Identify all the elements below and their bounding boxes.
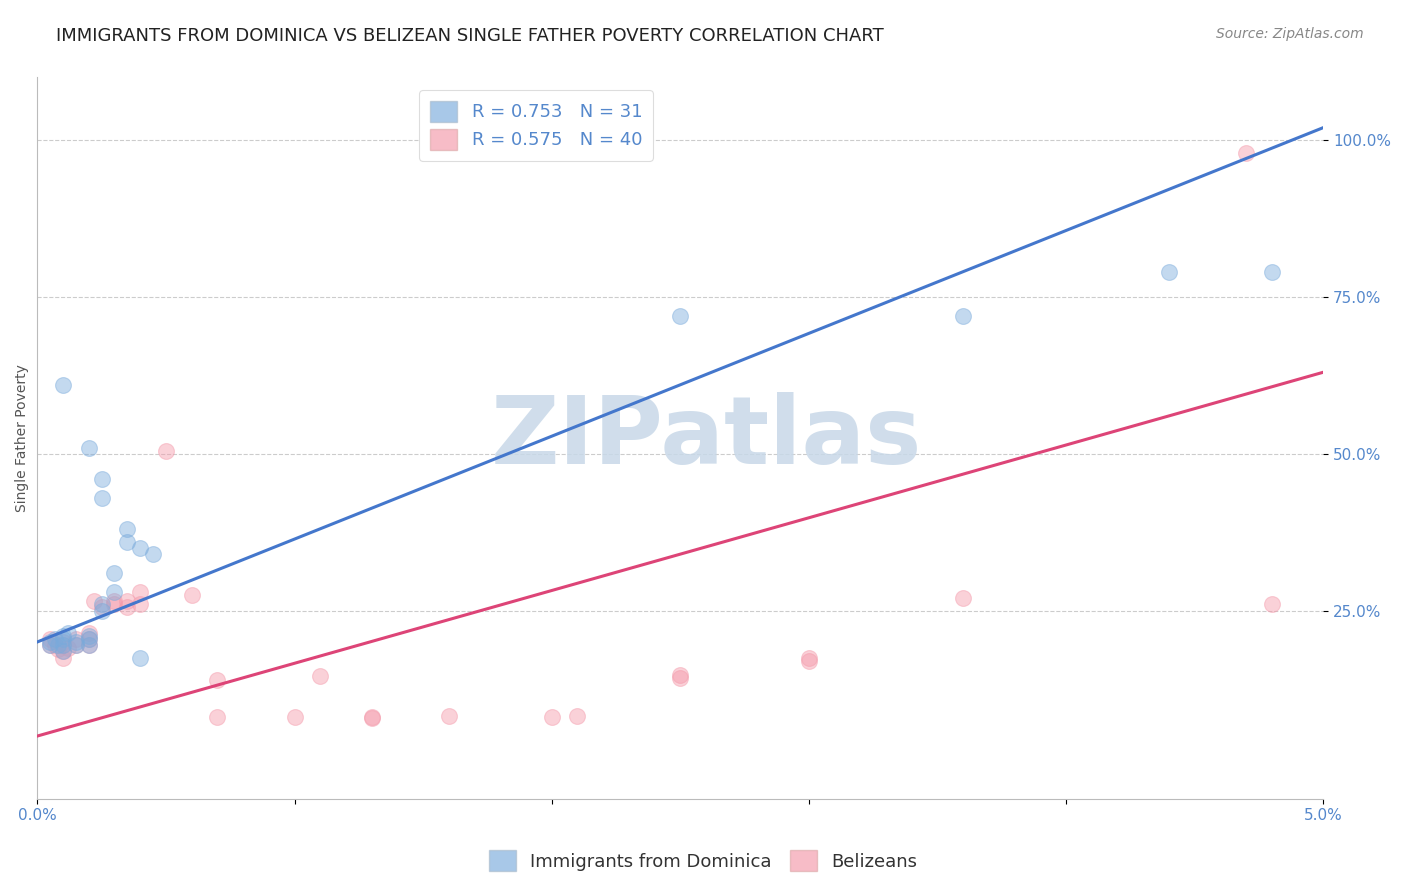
Point [309,669,332,683]
Point [103,566,125,580]
Point [52,638,75,652]
Point [103,597,125,611]
Point [52,638,75,652]
Point [360,710,382,724]
Point [1261,597,1284,611]
Point [52,629,75,643]
Point [52,644,75,658]
Point [180,588,202,602]
Legend: R = 0.753   N = 31, R = 0.575   N = 40: R = 0.753 N = 31, R = 0.575 N = 40 [419,90,654,161]
Point [65,632,87,646]
Point [77,638,100,652]
Legend: Immigrants from Dominica, Belizeans: Immigrants from Dominica, Belizeans [481,843,925,879]
Point [797,650,820,665]
Point [669,671,692,685]
Point [83,594,105,608]
Point [1157,265,1180,279]
Point [77,632,100,646]
Point [669,309,692,323]
Point [77,629,100,643]
Point [117,600,139,615]
Point [129,597,152,611]
Point [90,600,112,615]
Point [567,709,589,723]
Point [44,638,66,652]
Text: Source: ZipAtlas.com: Source: ZipAtlas.com [1216,27,1364,41]
Point [952,309,974,323]
Point [65,638,87,652]
Text: IMMIGRANTS FROM DOMINICA VS BELIZEAN SINGLE FATHER POVERTY CORRELATION CHART: IMMIGRANTS FROM DOMINICA VS BELIZEAN SIN… [56,27,884,45]
Point [77,632,100,646]
Point [283,710,305,724]
Point [117,534,139,549]
Point [540,710,562,724]
Point [1234,145,1257,160]
Point [39,635,62,649]
Point [90,604,112,618]
Point [39,632,62,646]
Point [155,443,177,458]
Point [52,377,75,392]
Point [77,638,100,652]
Point [129,541,152,555]
Point [39,638,62,652]
Point [52,644,75,658]
Point [90,472,112,486]
Point [669,667,692,681]
Point [58,641,80,656]
Point [103,594,125,608]
Point [39,638,62,652]
Point [360,711,382,725]
Point [58,625,80,640]
Point [103,584,125,599]
Point [437,709,460,723]
Point [129,584,152,599]
Point [46,642,69,657]
Point [77,625,100,640]
Point [77,441,100,455]
Point [207,673,229,687]
Point [129,650,152,665]
Point [90,597,112,611]
Point [207,710,229,724]
Point [952,591,974,605]
Point [52,635,75,649]
Point [117,594,139,608]
Point [797,654,820,668]
Point [117,522,139,536]
Point [52,650,75,665]
Point [90,491,112,505]
Point [1261,265,1284,279]
Point [65,638,87,652]
Point [44,632,66,646]
Point [65,635,87,649]
Point [52,632,75,646]
Point [46,638,69,652]
Text: ZIPatlas: ZIPatlas [491,392,922,484]
Y-axis label: Single Father Poverty: Single Father Poverty [15,364,30,512]
Point [142,547,165,561]
